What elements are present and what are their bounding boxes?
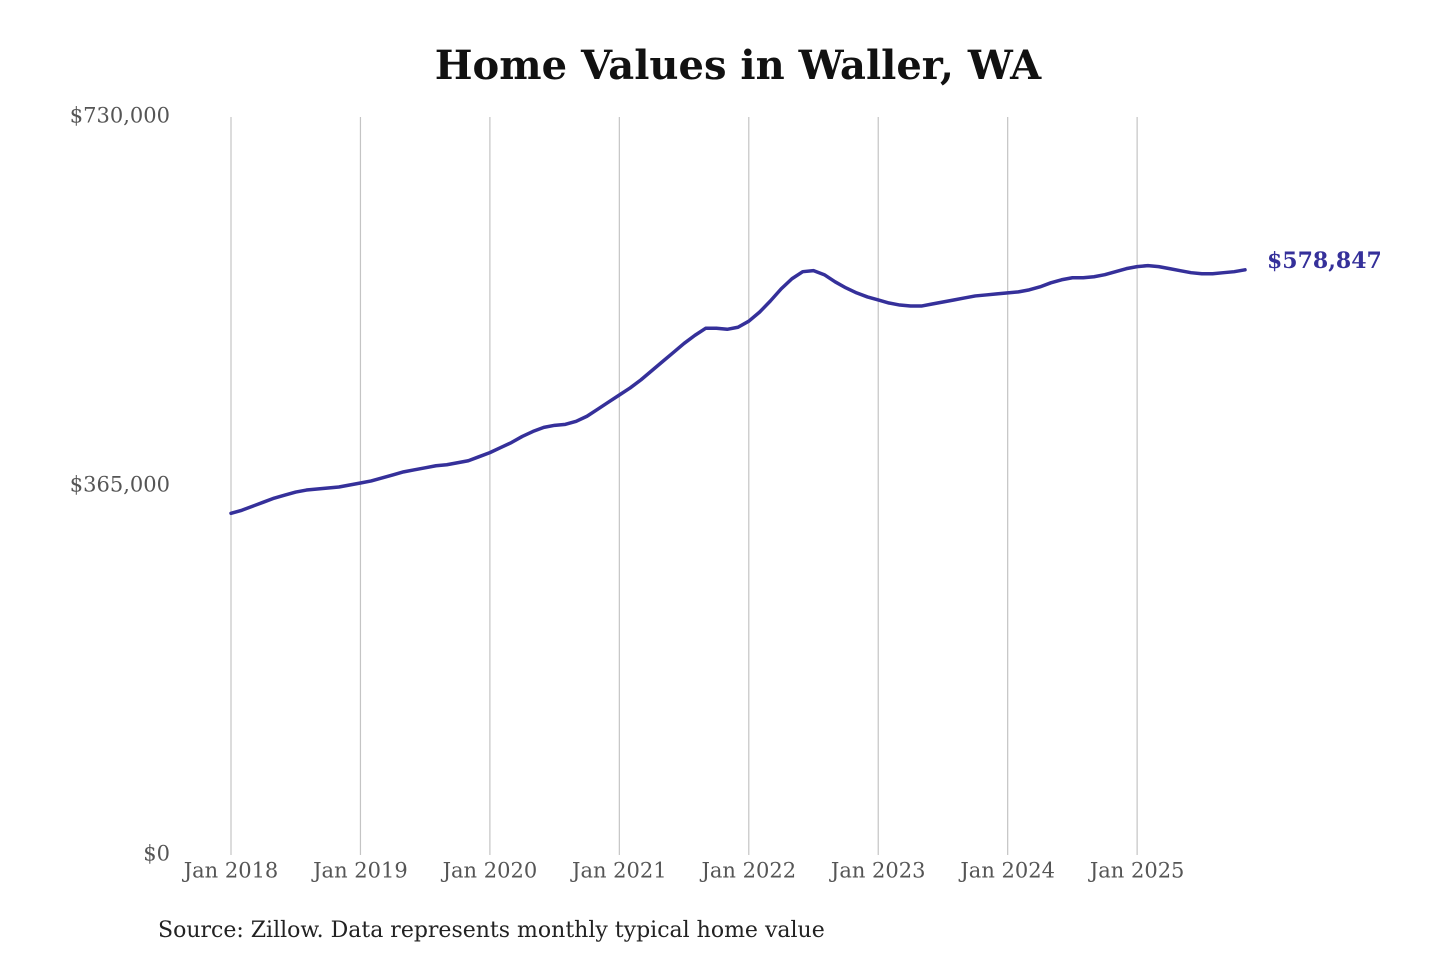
- y-tick-label: $365,000: [70, 473, 170, 497]
- chart-title: Home Values in Waller, WA: [435, 42, 1042, 89]
- x-tick-label: Jan 2019: [311, 859, 408, 883]
- x-tick-label: Jan 2020: [441, 859, 538, 883]
- x-tick-label: Jan 2023: [829, 859, 926, 883]
- y-tick-label: $0: [143, 842, 170, 866]
- line: [229, 263, 1247, 516]
- x-tick-label: Jan 2024: [958, 859, 1055, 883]
- source-note: Source: Zillow. Data represents monthly …: [158, 918, 825, 943]
- x-tick-label: Jan 2025: [1088, 859, 1185, 883]
- x-tick-label: Jan 2018: [182, 859, 279, 883]
- x-tick-label: Jan 2021: [570, 859, 667, 883]
- x-tick-label: Jan 2022: [699, 859, 796, 883]
- value-label: $578,847: [1267, 248, 1382, 274]
- y-tick-label: $730,000: [70, 104, 170, 128]
